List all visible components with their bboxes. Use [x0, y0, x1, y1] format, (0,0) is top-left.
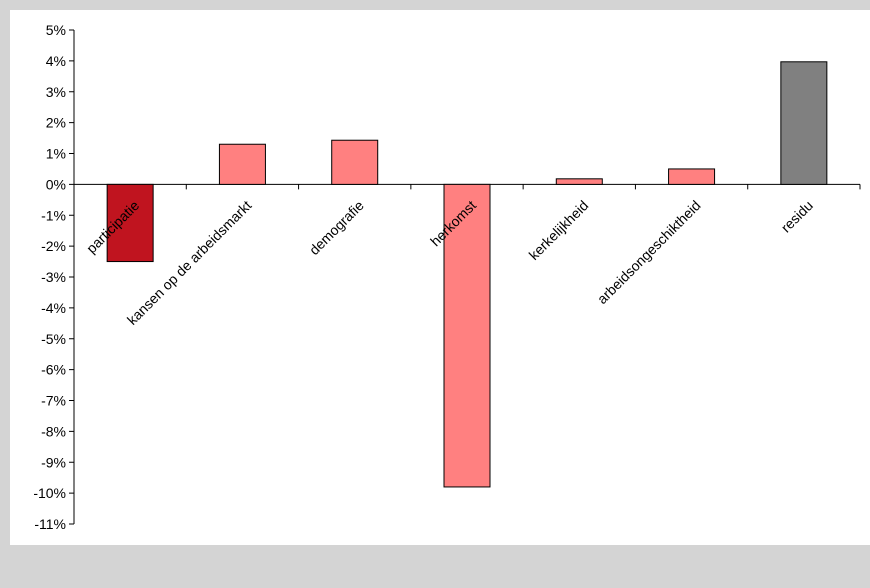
y-tick-label: -5% — [41, 331, 66, 347]
y-tick-label: 4% — [46, 53, 66, 69]
bar-kerkelijkheid — [555, 178, 603, 185]
y-tick-label: 1% — [46, 146, 66, 162]
category-label: demografie — [306, 197, 367, 258]
y-tick-label: -4% — [41, 300, 66, 316]
category-label: kerkelijkheid — [526, 197, 592, 263]
bar-participatie — [106, 183, 154, 263]
y-tick-label: -6% — [41, 362, 66, 378]
y-tick-label: -2% — [41, 238, 66, 254]
category-label: residu — [778, 197, 816, 235]
plot-area — [10, 10, 870, 545]
bar-arbeidsongeschiktheid — [668, 168, 716, 185]
y-tick-label: -9% — [41, 454, 66, 470]
y-tick-label: -7% — [41, 393, 66, 409]
bar-herkomst — [443, 183, 491, 488]
y-tick-label: -11% — [34, 516, 66, 532]
bar-residu — [780, 61, 828, 185]
y-tick-label: -1% — [41, 207, 66, 223]
bar-kansen-op-de-arbeidsmarkt — [218, 143, 266, 185]
y-tick-label: -3% — [41, 269, 66, 285]
y-tick-label: 3% — [46, 84, 66, 100]
category-label: arbeidsongeschiktheid — [594, 197, 704, 307]
y-tick-label: 2% — [46, 115, 66, 131]
bar-demografie — [331, 139, 379, 185]
y-tick-label: -10% — [33, 485, 66, 501]
y-tick-label: 0% — [46, 176, 66, 192]
y-tick-label: -8% — [41, 423, 66, 439]
y-tick-label: 5% — [46, 22, 66, 38]
